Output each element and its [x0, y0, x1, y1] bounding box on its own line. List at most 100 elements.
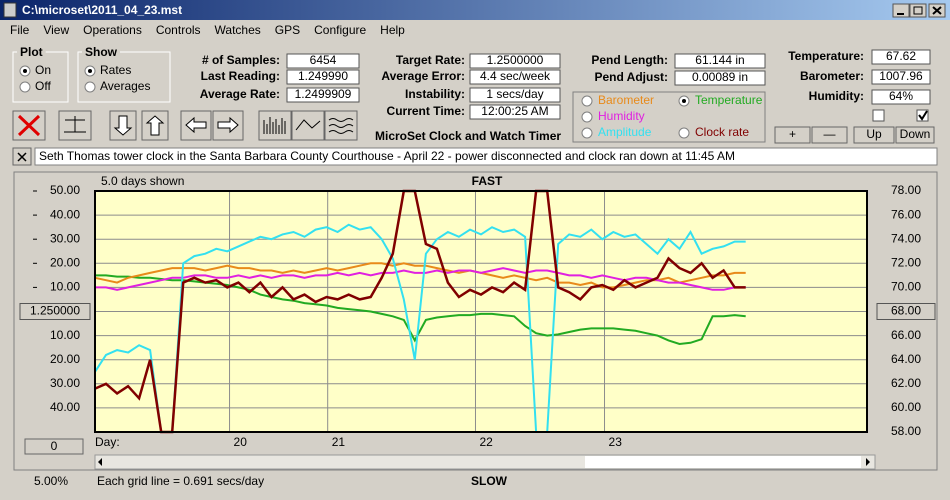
- y-tick-label: 40.00: [50, 207, 80, 221]
- checkbox[interactable]: [916, 109, 929, 122]
- field-box[interactable]: [469, 87, 561, 103]
- offset-box[interactable]: [24, 438, 84, 455]
- center-box[interactable]: [19, 303, 91, 320]
- button[interactable]: [895, 126, 935, 144]
- radio-label: Averages: [100, 79, 150, 93]
- field-label: Pend Length:: [591, 53, 668, 67]
- field-label: Last Reading:: [201, 69, 280, 83]
- field-box[interactable]: [674, 70, 766, 86]
- series-line: [94, 189, 746, 434]
- legend-box: [572, 91, 766, 143]
- button-label: Down: [900, 127, 931, 141]
- radio[interactable]: [84, 81, 96, 93]
- button-label: +: [789, 127, 796, 141]
- check: [918, 110, 928, 121]
- button[interactable]: [853, 126, 895, 144]
- plot-border: [94, 190, 868, 433]
- field-value: 64%: [889, 89, 913, 103]
- legend-label: Barometer: [598, 93, 654, 107]
- menu-item[interactable]: File: [10, 23, 30, 37]
- menu-item[interactable]: Help: [380, 23, 405, 37]
- field-value: 1 secs/day: [486, 87, 543, 101]
- field-label: Temperature:: [788, 49, 864, 63]
- radio[interactable]: [19, 81, 31, 93]
- series-line: [94, 223, 746, 433]
- y-tick-label: 20.00: [50, 255, 80, 269]
- button-label: Up: [866, 127, 882, 141]
- controls: File View Operations Controls Watches GPS Conf…: [10, 23, 935, 144]
- group-title: Plot: [20, 45, 43, 59]
- note: Seth Thomas tower clock in the Santa Bar…: [39, 149, 735, 163]
- field-value: 1.249990: [298, 69, 348, 83]
- field-value: 4.4 sec/week: [480, 69, 551, 83]
- field-label: # of Samples:: [202, 53, 280, 67]
- field-box[interactable]: [469, 104, 561, 120]
- app-name: MicroSet Clock and Watch Timer: [375, 129, 561, 143]
- button-label: —: [824, 127, 836, 141]
- field-box[interactable]: [469, 53, 561, 69]
- radio-label: Off: [35, 79, 51, 93]
- scrollbar: [94, 454, 876, 470]
- y2-tick-label: 76.00: [891, 207, 921, 221]
- field-box[interactable]: [286, 87, 360, 103]
- scroll-thumb[interactable]: [585, 456, 861, 468]
- y-tick-label: 40.00: [50, 400, 80, 414]
- menu-item[interactable]: GPS: [275, 23, 300, 37]
- y2-tick-label: 78.00: [891, 183, 921, 197]
- legend-radio[interactable]: [581, 111, 593, 123]
- chart-subtitle: 5.0 days shown: [101, 174, 184, 188]
- x-tick-label: 21: [332, 435, 346, 449]
- radio-dot: [23, 69, 27, 73]
- button[interactable]: [774, 126, 811, 144]
- menu-item[interactable]: Operations: [83, 23, 142, 37]
- y2-tick-label: 58.00: [891, 424, 921, 438]
- x-tick-label: 22: [479, 435, 493, 449]
- center-box[interactable]: [876, 303, 936, 320]
- minimize[interactable]: [892, 3, 910, 18]
- field-label: Humidity:: [809, 89, 864, 103]
- menu-item[interactable]: View: [43, 23, 69, 37]
- field-label: Instability:: [405, 87, 465, 101]
- maximize[interactable]: [909, 3, 927, 18]
- menu-item[interactable]: Configure: [314, 23, 366, 37]
- group-title-bg: [17, 46, 46, 58]
- grid-note: Each grid line = 0.691 secs/day: [97, 474, 264, 488]
- field-box[interactable]: [871, 49, 931, 65]
- field-label: Average Error:: [381, 69, 465, 83]
- y-tick-label: 30.00: [50, 231, 80, 245]
- field-value: 0.00089 in: [692, 70, 748, 84]
- y2-tick-label: 66.00: [891, 328, 921, 342]
- field-value: 67.62: [886, 49, 916, 63]
- field-box[interactable]: [286, 53, 360, 69]
- toolbar: [12, 110, 358, 141]
- x-tick-label: 23: [609, 435, 623, 449]
- field-value: 6454: [310, 53, 337, 67]
- field-box[interactable]: [469, 69, 561, 85]
- legend-radio[interactable]: [678, 127, 690, 139]
- legend-radio[interactable]: [581, 127, 593, 139]
- group-title-bg: [82, 46, 120, 58]
- y2-tick-label: 64.00: [891, 352, 921, 366]
- line-button[interactable]: [291, 110, 325, 141]
- legend-label: Humidity: [598, 109, 645, 123]
- y-tick-label: 50.00: [50, 183, 80, 197]
- field-box[interactable]: [871, 69, 931, 85]
- checkbox[interactable]: [872, 109, 885, 122]
- menu-item[interactable]: Watches: [215, 23, 261, 37]
- legend-radio[interactable]: [581, 95, 593, 107]
- y-tick-label: 20.00: [50, 352, 80, 366]
- field-box[interactable]: [286, 69, 360, 85]
- menu-item[interactable]: Controls: [156, 23, 201, 37]
- chart-footer: SLOW: [471, 474, 508, 488]
- zoom: 5.00%: [34, 474, 68, 488]
- x-tick-label: 20: [234, 435, 248, 449]
- note-box[interactable]: [34, 147, 938, 166]
- radio-dot: [88, 69, 92, 73]
- field-label: Pend Adjust:: [594, 70, 668, 84]
- field-label: Target Rate:: [396, 53, 465, 67]
- legend-label: Amplitude: [598, 125, 652, 139]
- button[interactable]: [811, 126, 848, 144]
- y-tick-label: 1.250000: [30, 304, 80, 318]
- field-box[interactable]: [674, 53, 766, 69]
- field-box[interactable]: [871, 89, 931, 105]
